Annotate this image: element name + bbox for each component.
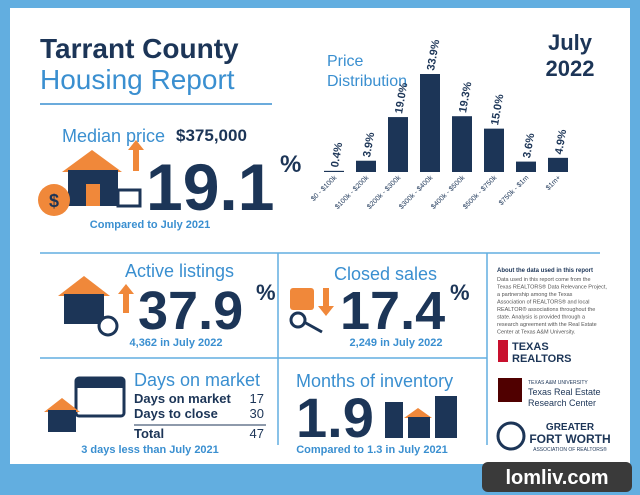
subtitle: Housing Report	[40, 64, 235, 95]
value-label: 4.9%	[553, 128, 569, 155]
logo-text: ASSOCIATION OF REALTORS®	[533, 446, 607, 453]
value-label: 3.6%	[521, 132, 537, 159]
svg-text:$: $	[49, 191, 59, 211]
bar	[548, 157, 568, 172]
stat-label: Months of inventory	[296, 371, 453, 391]
row-value: 30	[250, 406, 264, 421]
value-label: 3.9%	[361, 131, 377, 158]
year: 2022	[546, 56, 595, 81]
logo-mark	[498, 340, 508, 362]
stat-note: 4,362 in July 2022	[130, 337, 223, 349]
logo-text: Texas Real Estate	[528, 387, 601, 397]
about-line: Texas REALTORS® Data Relevance Project,	[497, 284, 607, 291]
value-label: 33.9%	[425, 39, 442, 72]
stat-note: Compared to 1.3 in July 2021	[296, 444, 448, 456]
stat-unit: %	[280, 151, 301, 178]
value-label: 19.3%	[457, 81, 474, 114]
stat-value: 19.1	[146, 150, 274, 224]
stat-note: 3 days less than July 2021	[81, 444, 219, 456]
about-line: research agreement with the Real Estate	[497, 322, 597, 328]
listing-icon	[58, 276, 134, 337]
about-text: Data used in this report come from theTe…	[497, 277, 607, 336]
stat-label: Median price	[62, 126, 165, 146]
stat-unit: %	[256, 280, 276, 305]
logo-text: TEXAS	[512, 341, 549, 353]
bar	[516, 161, 536, 172]
stat-note: 2,249 in July 2022	[350, 337, 443, 349]
stat-value: 17.4	[340, 281, 445, 341]
dom-table: Days on market 17 Days to close 30 Total 47	[134, 391, 264, 441]
stat-unit: %	[450, 280, 470, 305]
row-label: Total	[134, 426, 164, 441]
row-value: 17	[250, 391, 264, 406]
month: July	[548, 30, 593, 55]
logo-mark	[496, 421, 526, 451]
value-label: 15.0%	[489, 93, 506, 126]
about-line: Data used in this report come from the	[497, 277, 591, 283]
chart-title: Price	[327, 53, 364, 70]
watermark: lomliv.com	[506, 467, 609, 489]
median-price: $375,000	[176, 126, 247, 145]
bar	[324, 170, 344, 172]
logo-mark	[498, 378, 522, 402]
bar	[388, 117, 408, 172]
logo-text: TEXAS A&M UNIVERSITY	[528, 380, 588, 386]
logo-text: REALTORS	[512, 353, 572, 365]
bar	[420, 74, 440, 172]
stat-label: Active listings	[125, 261, 234, 281]
stat-value: 37.9	[138, 281, 243, 341]
value-label: 0.4%	[329, 141, 345, 168]
logo-text: GREATER	[546, 422, 595, 433]
title: Tarrant County	[40, 33, 239, 64]
bar	[484, 128, 504, 172]
chart-title: Distribution	[327, 73, 407, 90]
stat-note: Compared to July 2021	[90, 219, 210, 231]
logo-text: Research Center	[528, 398, 596, 408]
about-line: a partnership among the Texas	[497, 292, 573, 298]
key-icon	[289, 288, 334, 334]
stat-label: Days on market	[134, 370, 260, 390]
about-title: About the data used in this report	[497, 268, 593, 274]
about-line: Association of REALTORS® and local	[497, 299, 590, 306]
bar	[356, 160, 376, 172]
value-label: 19.0%	[393, 82, 410, 115]
row-label: Days to close	[134, 406, 218, 421]
logo-text: FORT WORTH	[529, 432, 610, 446]
row-label: Days on market	[134, 391, 231, 406]
stat-value: 1.9	[296, 386, 374, 449]
calendar-icon	[44, 376, 126, 432]
about-line: Center at Texas A&M University.	[497, 330, 576, 336]
about-line: state. Analysis is provided through a	[497, 315, 586, 321]
about-line: REALTOR® associations throughout the	[497, 306, 595, 313]
house-icon: $	[38, 140, 144, 216]
buildings-icon	[385, 396, 457, 438]
row-value: 47	[250, 426, 264, 441]
bar	[452, 116, 472, 172]
watermark-bg	[482, 462, 632, 492]
stat-label: Closed sales	[334, 264, 437, 284]
